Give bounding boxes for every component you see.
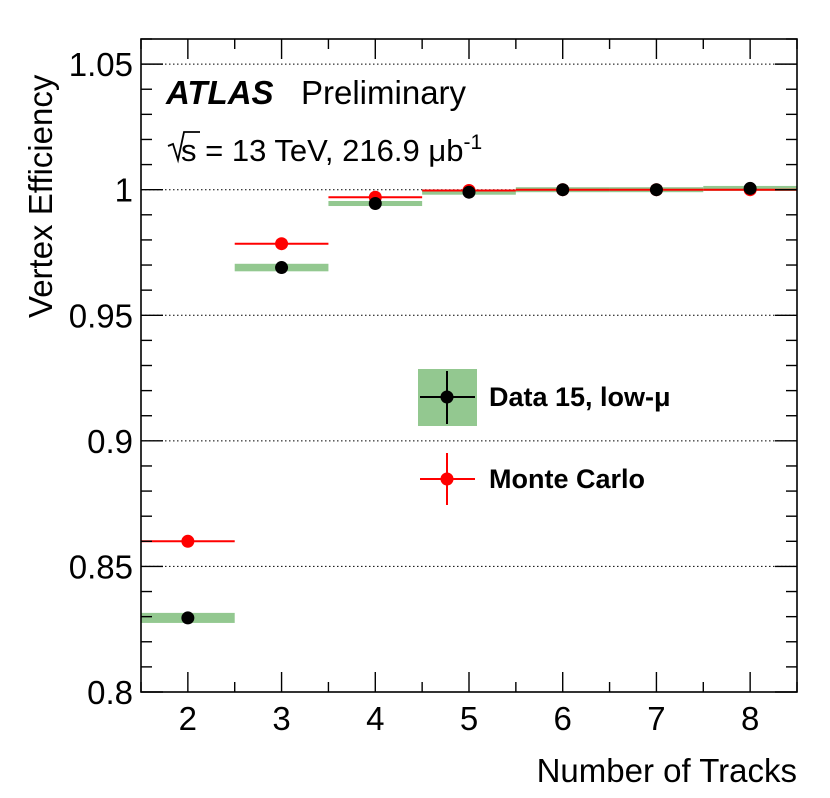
x-tick-label-6: 6 xyxy=(554,700,572,737)
x-tick-label-5: 5 xyxy=(460,700,478,737)
svg-text:s = 13 TeV, 216.9 μb-1: s = 13 TeV, 216.9 μb-1 xyxy=(181,131,482,168)
x-axis-title: Number of Tracks xyxy=(537,752,797,789)
sqrt-symbol xyxy=(167,131,200,164)
energy-text: s = 13 TeV, 216.9 μb xyxy=(181,133,463,168)
x-tick-label-3: 3 xyxy=(272,700,290,737)
mc-point-2 xyxy=(181,534,195,548)
legend: Data 15, low-μ Monte Carlo xyxy=(418,369,671,505)
axis-ticks xyxy=(140,38,798,693)
x-tick-label-2: 2 xyxy=(179,700,197,737)
preliminary-label: Preliminary xyxy=(301,74,467,111)
x-tick-label-7: 7 xyxy=(647,700,665,737)
legend-mc-label: Monte Carlo xyxy=(489,464,645,494)
legend-data-label: Data 15, low-μ xyxy=(489,382,671,412)
x-tick-label-4: 4 xyxy=(366,700,384,737)
legend-data-marker xyxy=(418,369,477,426)
atlas-label: ATLAS xyxy=(165,74,274,111)
y-tick-label-0.85: 0.85 xyxy=(69,548,133,585)
energy-exponent: -1 xyxy=(463,131,482,154)
y-tick-label-1: 1 xyxy=(115,172,133,209)
axis-tick-labels: 0.8 0.85 0.9 0.95 1 1.05 2 3 4 5 6 7 8 xyxy=(69,46,760,737)
data-point-6 xyxy=(556,183,570,197)
x-tick-label-8: 8 xyxy=(741,700,759,737)
data-point-4 xyxy=(368,197,382,211)
y-tick-label-0.9: 0.9 xyxy=(87,423,133,460)
data-point-7 xyxy=(649,183,663,197)
y-axis-title: Vertex Efficiency xyxy=(22,74,59,318)
energy-lumi-label: s = 13 TeV, 216.9 μb-1 xyxy=(167,131,482,168)
y-tick-label-0.95: 0.95 xyxy=(69,297,133,334)
data-series xyxy=(181,181,757,625)
y-tick-label-0.8: 0.8 xyxy=(87,674,133,711)
y-tick-label-1.05: 1.05 xyxy=(69,46,133,83)
data-point-5 xyxy=(462,185,476,199)
data-point-2 xyxy=(181,611,195,625)
legend-mc-marker xyxy=(420,453,475,505)
data-point-3 xyxy=(275,261,289,275)
mc-point-3 xyxy=(275,237,289,251)
data-point-8 xyxy=(743,181,757,195)
